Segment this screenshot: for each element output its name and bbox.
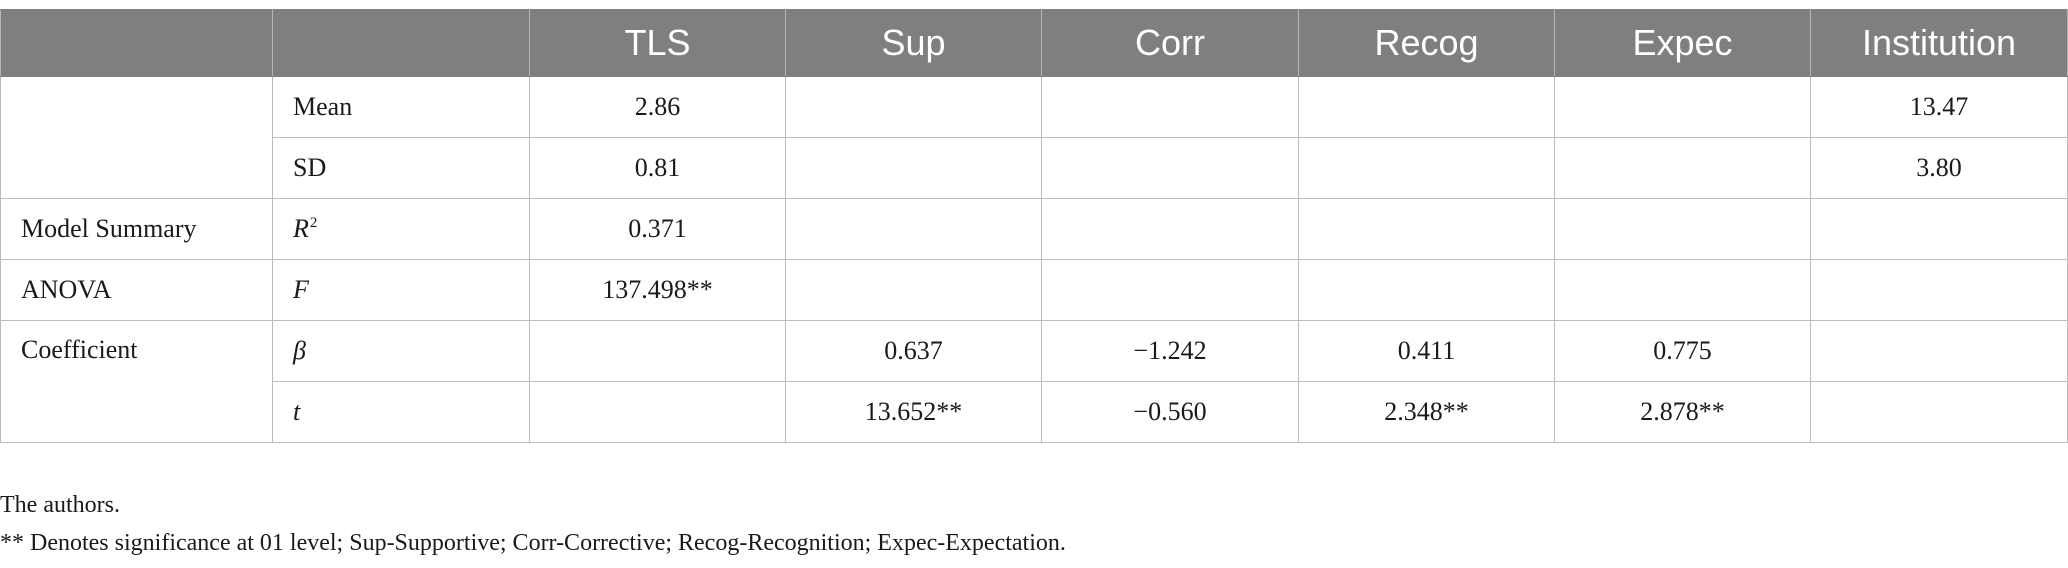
cell-f-institution [1810, 259, 2068, 321]
cell-mean-expec [1554, 76, 1811, 138]
cell-t-recog: 2.348** [1298, 381, 1555, 443]
cell-t-expec: 2.878** [1554, 381, 1811, 443]
table-row-r-squared: Model Summary R2 0.371 [0, 198, 2068, 260]
header-cell-sup: Sup [785, 9, 1042, 77]
header-cell-stat [272, 9, 530, 77]
cell-mean-sup [785, 76, 1042, 138]
header-row: TLS Sup Corr Recog Expec Institution [0, 9, 2068, 77]
group-label-coefficient: Coefficient [0, 320, 273, 443]
cell-sd-expec [1554, 137, 1811, 199]
header-cell-group [0, 9, 273, 77]
table-row-mean: Mean 2.86 13.47 [0, 76, 2068, 199]
cell-r-squared-sup [785, 198, 1042, 260]
cell-mean-institution: 13.47 [1810, 76, 2068, 138]
cell-mean-recog [1298, 76, 1555, 138]
source-note: The authors. [0, 492, 120, 518]
cell-t-sup: 13.652** [785, 381, 1042, 443]
stat-superscript-2: 2 [309, 215, 318, 231]
stat-symbol-r: R [293, 214, 309, 243]
results-table: TLS Sup Corr Recog Expec Institution Mea… [0, 9, 2068, 443]
cell-beta-expec: 0.775 [1554, 320, 1811, 382]
stat-label-sd: SD [272, 137, 530, 199]
stat-label-r-squared: R2 [272, 198, 530, 260]
cell-f-sup [785, 259, 1042, 321]
cell-r-squared-institution [1810, 198, 2068, 260]
group-label-descriptives [0, 76, 273, 199]
cell-r-squared-recog [1298, 198, 1555, 260]
header-cell-tls: TLS [529, 9, 786, 77]
header-cell-recog: Recog [1298, 9, 1555, 77]
group-label-model-summary: Model Summary [0, 198, 273, 260]
cell-beta-recog: 0.411 [1298, 320, 1555, 382]
cell-beta-institution [1810, 320, 2068, 382]
table-row-sd: SD 0.81 3.80 [1, 137, 2068, 199]
cell-f-recog [1298, 259, 1555, 321]
cell-r-squared-corr [1041, 198, 1299, 260]
group-label-anova: ANOVA [0, 259, 273, 321]
cell-sd-sup [785, 137, 1042, 199]
cell-f-tls: 137.498** [529, 259, 786, 321]
cell-r-squared-expec [1554, 198, 1811, 260]
stat-label-mean: Mean [272, 76, 530, 138]
header-cell-expec: Expec [1554, 9, 1811, 77]
cell-f-expec [1554, 259, 1811, 321]
results-table-container: TLS Sup Corr Recog Expec Institution Mea… [0, 9, 2068, 443]
cell-sd-corr [1041, 137, 1299, 199]
cell-sd-recog [1298, 137, 1555, 199]
cell-t-institution [1810, 381, 2068, 443]
cell-beta-corr: −1.242 [1041, 320, 1299, 382]
cell-r-squared-tls: 0.371 [529, 198, 786, 260]
cell-mean-tls: 2.86 [529, 76, 786, 138]
table-notes: The authors. ** Denotes significance at … [0, 486, 1066, 562]
cell-sd-institution: 3.80 [1810, 137, 2068, 199]
table-row-t: t 13.652** −0.560 2.348** 2.878** [1, 381, 2068, 443]
cell-beta-sup: 0.637 [785, 320, 1042, 382]
stat-label-beta: β [272, 320, 530, 382]
cell-beta-tls [529, 320, 786, 382]
table-row-beta: Coefficient β 0.637 −1.242 0.411 0.775 [0, 320, 2068, 443]
stat-label-t: t [272, 381, 530, 443]
significance-footnote: ** Denotes significance at 01 level; Sup… [0, 530, 1066, 556]
table-row-f: ANOVA F 137.498** [0, 259, 2068, 321]
stat-label-f: F [272, 259, 530, 321]
cell-t-corr: −0.560 [1041, 381, 1299, 443]
cell-t-tls [529, 381, 786, 443]
cell-mean-corr [1041, 76, 1299, 138]
header-cell-corr: Corr [1041, 9, 1299, 77]
header-cell-institution: Institution [1810, 9, 2068, 77]
cell-f-corr [1041, 259, 1299, 321]
cell-sd-tls: 0.81 [529, 137, 786, 199]
